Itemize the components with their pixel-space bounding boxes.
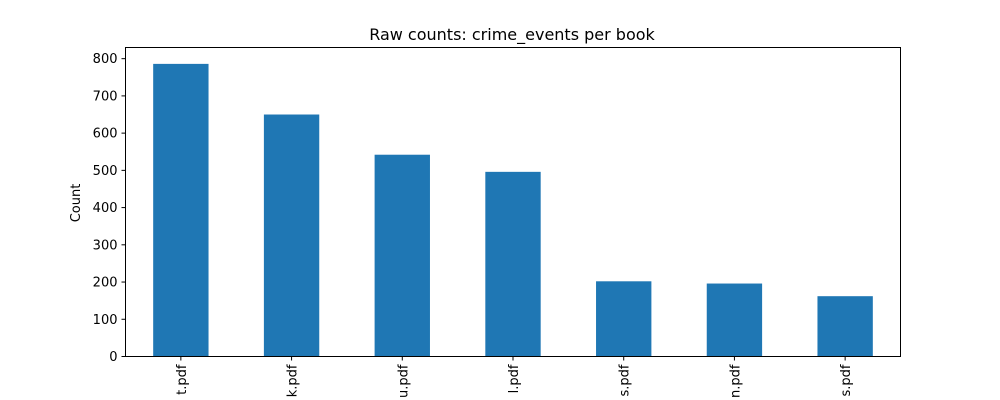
- x-tick-label: s.pdf: [839, 364, 854, 396]
- y-tick-label: 0: [109, 350, 117, 365]
- plot-frame: [125, 47, 901, 357]
- y-axis-ticks: 0 100 200 300 400 500 600 700 800: [93, 52, 126, 365]
- x-tick-label: l.pdf: [507, 364, 522, 393]
- x-axis-ticks: t.pdf k.pdf u.pdf l.pdf s.pdf n.pdf s.pdf: [175, 356, 854, 398]
- y-axis-label: Count: [69, 184, 84, 223]
- x-tick-label: t.pdf: [175, 364, 190, 395]
- bar-2: [263, 114, 320, 357]
- bar-4: [485, 171, 541, 357]
- y-tick-label: 300: [93, 238, 118, 253]
- bar-5: [596, 281, 652, 357]
- y-tick-label: 600: [93, 127, 118, 142]
- bar-6: [706, 283, 763, 357]
- y-tick-label: 400: [93, 201, 118, 216]
- y-tick-label: 800: [93, 52, 118, 67]
- x-tick-label: u.pdf: [396, 364, 411, 398]
- bars-group: [153, 63, 873, 357]
- bar-3: [374, 154, 430, 357]
- bar-1: [153, 63, 209, 357]
- x-tick-label: n.pdf: [728, 364, 743, 398]
- y-tick-label: 700: [93, 89, 118, 104]
- bar-7: [817, 296, 873, 357]
- x-tick-label: s.pdf: [618, 364, 633, 396]
- x-tick-label: k.pdf: [286, 364, 301, 397]
- y-tick-label: 500: [93, 164, 118, 179]
- chart-title: Raw counts: crime_events per book: [369, 25, 655, 45]
- y-tick-label: 100: [93, 313, 118, 328]
- y-tick-label: 200: [93, 276, 118, 291]
